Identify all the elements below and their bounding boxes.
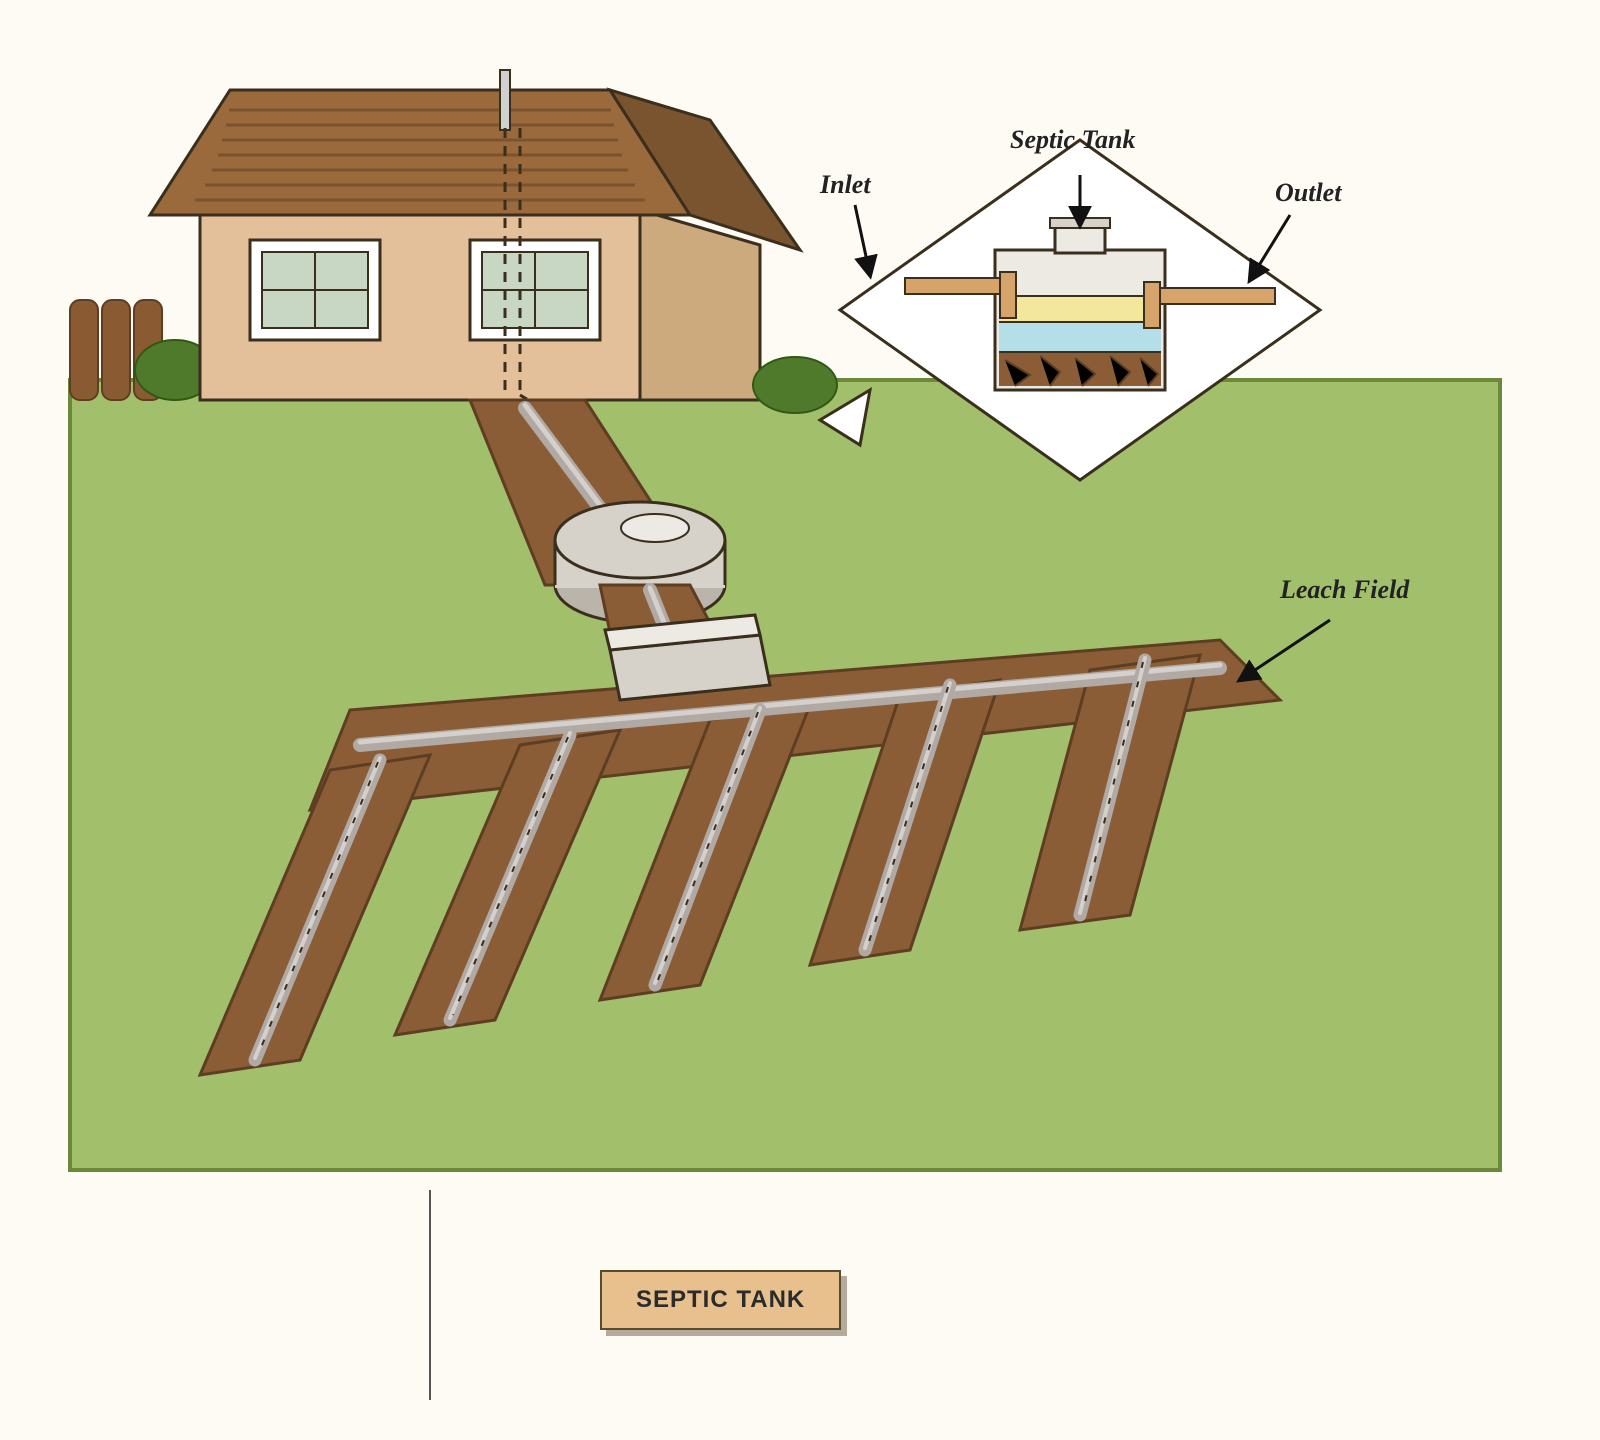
- liquid-layer: [999, 322, 1161, 352]
- diagram-canvas: Inlet Septic Tank Outlet Leach Field SEP…: [0, 0, 1600, 1440]
- fence-left: [70, 300, 215, 400]
- distribution-box: [605, 615, 770, 700]
- vent-pipe: [500, 70, 510, 130]
- window-right: [470, 240, 600, 340]
- septic-diagram-svg: [0, 0, 1600, 1440]
- label-leach-field: Leach Field: [1280, 575, 1409, 605]
- arrow-inlet: [855, 205, 870, 275]
- house: [150, 70, 800, 410]
- detail-outlet-pipe: [1160, 288, 1275, 304]
- detail-inlet-pipe: [905, 278, 1000, 294]
- title-badge: SEPTIC TANK: [600, 1270, 841, 1330]
- arrow-outlet: [1250, 215, 1290, 280]
- window-left: [250, 240, 380, 340]
- bush-icon: [753, 357, 837, 413]
- label-inlet: Inlet: [820, 170, 871, 200]
- label-septic-tank: Septic Tank: [1010, 125, 1135, 155]
- label-outlet: Outlet: [1275, 178, 1341, 208]
- scum-layer: [999, 296, 1161, 322]
